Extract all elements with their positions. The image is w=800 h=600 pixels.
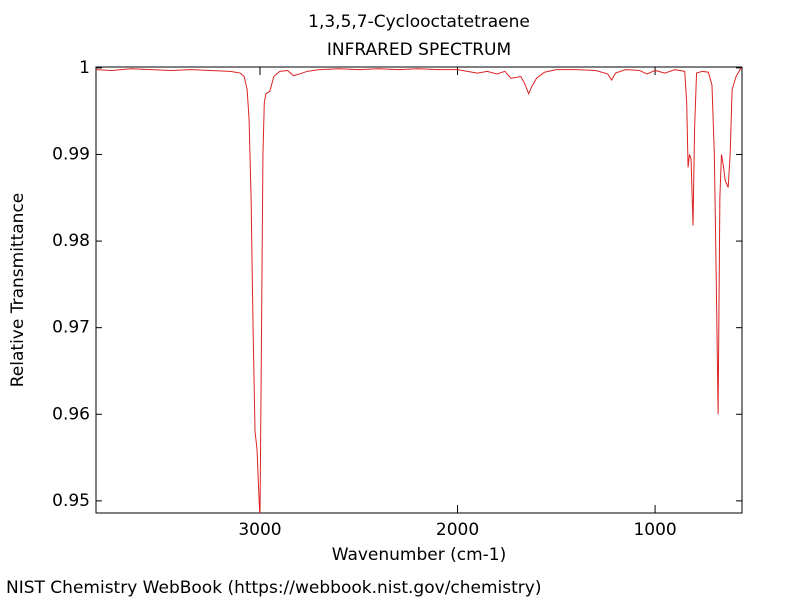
y-tick-label: 0.98 (52, 231, 90, 251)
x-axis-label: Wavenumber (cm-1) (332, 545, 507, 565)
y-tick-label: 0.95 (52, 491, 90, 511)
x-tick-label: 2000 (436, 520, 479, 540)
x-tick-label: 1000 (633, 520, 676, 540)
spectrum-line (96, 67, 742, 513)
plot-frame (95, 66, 743, 514)
y-tick-label: 0.99 (52, 144, 90, 164)
y-tick-label: 0.97 (52, 318, 90, 338)
y-axis-label: Relative Transmittance (8, 193, 28, 388)
source-note: NIST Chemistry WebBook (https://webbook.… (6, 578, 541, 598)
y-tick-label: 0.96 (52, 404, 90, 424)
chart-subtitle: INFRARED SPECTRUM (327, 40, 511, 60)
y-tick-label: 1 (79, 58, 90, 78)
chart-title: 1,3,5,7-Cyclooctatetraene (308, 12, 530, 32)
x-tick-label: 3000 (238, 520, 281, 540)
